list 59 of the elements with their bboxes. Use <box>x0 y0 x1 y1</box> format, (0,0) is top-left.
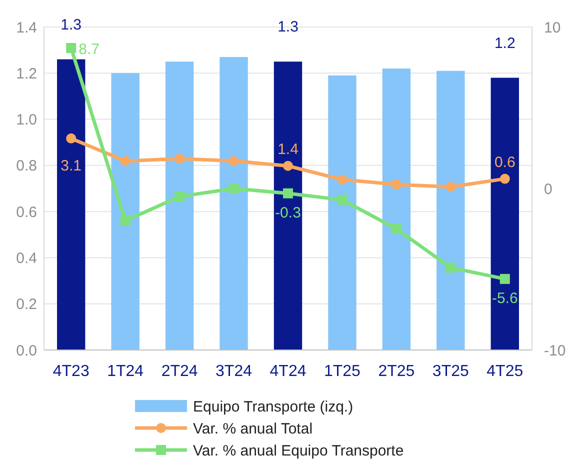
point <box>500 274 510 284</box>
legend-label: Equipo Transporte (izq.) <box>193 398 354 416</box>
bar <box>220 56 248 350</box>
text: 0.4 <box>16 250 37 267</box>
point <box>446 262 456 273</box>
x-tick-label: 2T24 <box>161 363 198 380</box>
x-tick-label: 2T25 <box>378 363 415 380</box>
x-tick-label: 3T24 <box>216 363 252 380</box>
bar <box>490 78 519 350</box>
data-label: 8.7 <box>78 40 100 58</box>
point <box>174 154 185 164</box>
bar <box>111 73 140 350</box>
data-label: 1.2 <box>494 34 516 52</box>
bar <box>382 68 411 350</box>
x-tick-label: 1T24 <box>107 363 144 380</box>
x-tick-label: 3T25 <box>432 363 470 380</box>
text: 1.0 <box>16 112 37 129</box>
point <box>120 156 130 166</box>
data-label: 3.1 <box>60 157 82 174</box>
bar <box>328 75 356 350</box>
x-tick-label: 4T23 <box>52 363 90 380</box>
point <box>391 179 402 190</box>
point <box>337 174 348 185</box>
point <box>174 192 185 202</box>
text: 0.2 <box>16 296 37 314</box>
y2-tick-label: 10 <box>544 19 561 36</box>
point <box>66 133 76 144</box>
data-label: -0.3 <box>275 204 301 222</box>
data-label: -5.6 <box>492 290 518 307</box>
text: 0.6 <box>16 204 37 221</box>
point <box>283 160 293 171</box>
x-tick-label: 4T24 <box>270 363 306 380</box>
bar <box>274 62 302 350</box>
data-label: 1.3 <box>278 18 298 36</box>
text: 0.0 <box>16 342 37 360</box>
legend-label: Var. % anual Total <box>193 420 313 438</box>
x-tick-label: 1T25 <box>324 363 361 380</box>
data-label: 1.4 <box>278 140 298 158</box>
point <box>500 174 510 184</box>
text: 1.2 <box>16 65 37 82</box>
point <box>446 182 456 192</box>
point <box>283 188 293 198</box>
point <box>66 42 76 53</box>
bar <box>57 59 86 350</box>
data-label: 1.3 <box>60 16 82 34</box>
point <box>228 156 239 166</box>
bar <box>436 70 465 350</box>
data-label: 0.6 <box>494 154 516 171</box>
point <box>391 224 402 234</box>
x-tick-label: 4T25 <box>486 363 524 380</box>
point <box>120 216 130 226</box>
point <box>228 184 239 194</box>
y2-tick-label: 0 <box>544 180 552 198</box>
y2-tick-label: -10 <box>544 342 566 360</box>
point <box>337 194 348 205</box>
text: 1.4 <box>16 19 37 36</box>
legend-label: Var. % anual Equipo Transporte <box>193 442 404 460</box>
text: 0.8 <box>16 158 37 175</box>
bar <box>165 62 194 350</box>
